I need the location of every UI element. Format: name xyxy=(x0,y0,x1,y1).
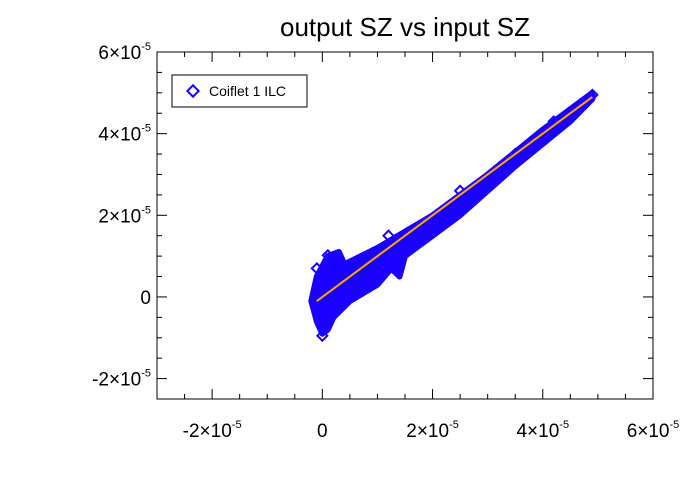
y-tick-label: 4×10-5 xyxy=(98,123,151,146)
x-tick-label: -2×10-5 xyxy=(183,419,242,442)
y-tick-labels: -2×10-5 0 2×10-5 4×10-5 6×10-5 xyxy=(92,41,151,391)
x-tick-label: 4×10-5 xyxy=(516,419,569,442)
x-tick-label: 6×10-5 xyxy=(627,419,680,442)
y-tick-label: 6×10-5 xyxy=(98,41,151,64)
scatter-point xyxy=(382,229,395,243)
legend-box xyxy=(171,74,308,108)
fit-line-segment xyxy=(316,96,593,302)
legend-marker-diamond-icon xyxy=(185,83,201,99)
scatter-point xyxy=(360,274,373,288)
axis-ticks xyxy=(156,51,654,400)
x-tick-labels: -2×10-5 0 2×10-5 4×10-5 6×10-5 xyxy=(183,419,680,442)
x-tick-label: 2×10-5 xyxy=(406,419,459,442)
fit-line xyxy=(316,96,593,302)
scatter-point xyxy=(415,225,428,239)
data-points xyxy=(310,88,599,343)
scatter-point xyxy=(321,248,335,262)
scatter-point xyxy=(481,180,495,194)
scatter-point xyxy=(310,261,324,275)
scatter-point xyxy=(315,329,329,343)
y-tick-label: -2×10-5 xyxy=(92,368,151,391)
y-tick-label: 0 xyxy=(140,288,151,309)
legend-label: Coiflet 1 ILC xyxy=(209,83,286,99)
legend: Coiflet 1 ILC xyxy=(171,74,308,108)
scatter-point xyxy=(585,88,599,102)
y-tick-label: 2×10-5 xyxy=(98,204,151,227)
x-tick-label: 0 xyxy=(317,421,328,442)
chart-title: output SZ vs input SZ xyxy=(280,12,530,42)
